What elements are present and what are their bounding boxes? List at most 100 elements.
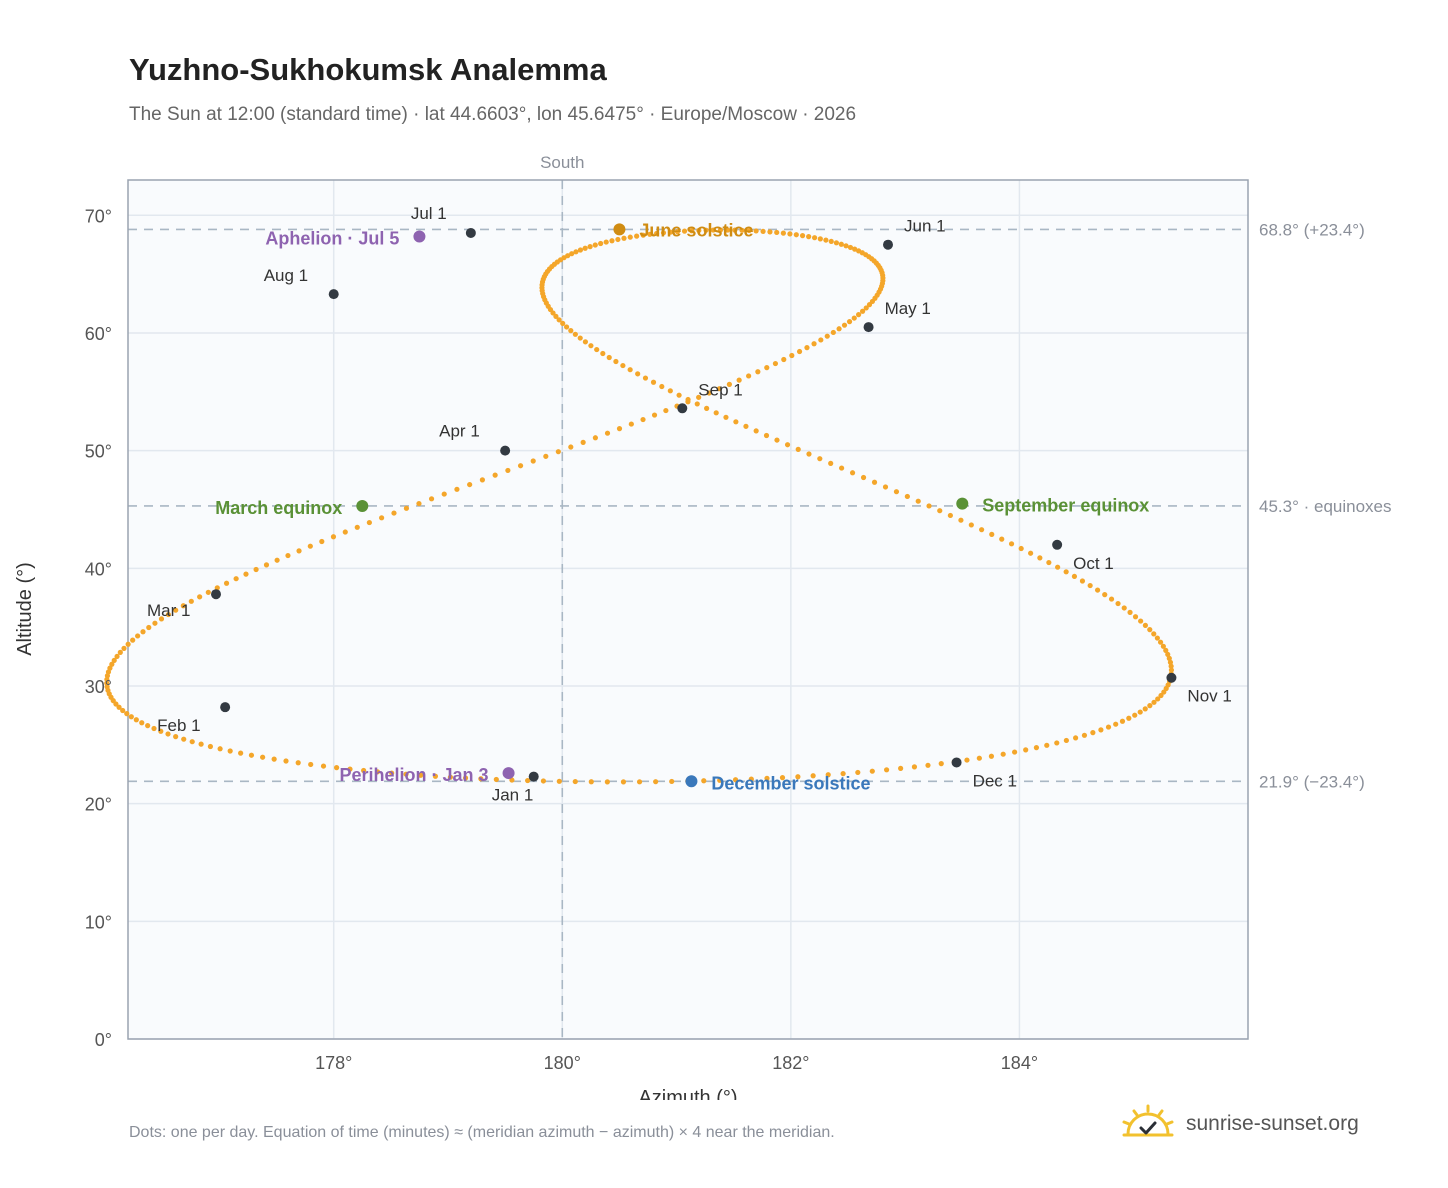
day-dot	[151, 725, 157, 732]
day-dot	[1028, 550, 1034, 556]
day-dot	[732, 777, 739, 783]
y-tick-label: 10°	[85, 912, 112, 932]
day-dot	[130, 637, 136, 643]
day-dot	[701, 778, 707, 784]
day-dot	[582, 339, 589, 345]
day-dot	[825, 772, 831, 778]
day-dot	[739, 227, 745, 233]
day-dot	[592, 242, 598, 248]
day-dot	[681, 228, 688, 234]
day-dot	[1102, 592, 1108, 598]
day-dot	[347, 766, 353, 772]
day-dot	[764, 775, 770, 781]
day-dot	[787, 231, 793, 237]
day-dot	[1132, 712, 1138, 718]
day-dot	[600, 350, 606, 357]
event-marker-label: March equinox	[215, 498, 342, 518]
day-dot	[810, 773, 816, 779]
day-dot	[866, 302, 873, 308]
day-dot	[653, 779, 659, 785]
day-dot	[121, 645, 127, 651]
day-dot	[133, 717, 139, 723]
day-dot	[467, 481, 473, 488]
day-dot	[774, 229, 780, 236]
day-dot	[592, 435, 598, 441]
day-dot	[158, 616, 165, 622]
y-tick-label: 30°	[85, 677, 112, 697]
day-dot	[1063, 737, 1069, 744]
day-dot	[703, 227, 709, 233]
day-dot	[556, 317, 562, 323]
day-dot	[1012, 749, 1018, 755]
day-dot	[555, 449, 561, 455]
day-dot	[152, 620, 158, 626]
day-dot	[767, 229, 773, 235]
day-dot	[285, 552, 291, 559]
x-axis-ticks: 178° 180° 182° 184°	[315, 1053, 1038, 1073]
brand-text: sunrise-sunset.org	[1186, 1112, 1359, 1135]
day-dot	[733, 419, 739, 425]
month-markers: Jan 1 Feb 1 Mar 1 Apr 1 May 1 Jun 1 Jul 1 Aug 1…	[147, 204, 1232, 805]
day-dot	[746, 373, 752, 379]
day-dot	[1158, 692, 1164, 699]
day-dot	[613, 358, 619, 365]
day-dot	[615, 236, 621, 243]
day-dot	[391, 510, 397, 516]
day-dot	[696, 227, 702, 234]
month-marker-dot	[528, 771, 539, 782]
day-dot	[1018, 545, 1024, 552]
day-dot	[271, 756, 277, 762]
day-dot	[428, 496, 435, 502]
day-dot	[989, 531, 995, 537]
day-dot	[568, 328, 574, 334]
day-dot	[964, 757, 970, 763]
day-dot	[214, 585, 220, 591]
day-dot	[565, 253, 571, 259]
day-dot	[295, 760, 301, 766]
day-dot	[660, 230, 667, 236]
day-dot	[663, 407, 669, 414]
day-dot	[556, 778, 562, 784]
day-dot	[1108, 596, 1115, 602]
day-dot	[915, 498, 921, 504]
day-dot	[779, 775, 786, 781]
day-dot	[979, 527, 985, 533]
month-marker-label: Jul 1	[411, 204, 447, 223]
grid-lines	[128, 180, 1248, 1040]
day-dot	[1044, 742, 1050, 748]
day-dot	[308, 761, 314, 768]
day-dot	[1155, 696, 1161, 702]
day-dot	[847, 244, 854, 251]
analemma-chart: 68.8° (+23.4°) 45.3° · equinoxes 21.9° (−2…	[14, 153, 1392, 1100]
day-dot	[640, 232, 646, 238]
day-dot	[1115, 600, 1121, 607]
day-dot	[925, 762, 931, 768]
day-dot	[1098, 727, 1104, 733]
brand[interactable]: sunrise-sunset.org	[1120, 1102, 1359, 1146]
day-dot	[676, 392, 682, 398]
day-dot	[117, 649, 123, 655]
day-dot	[650, 379, 657, 385]
day-dot	[1168, 667, 1175, 673]
day-dot	[577, 247, 584, 253]
day-dot	[145, 723, 151, 729]
day-dot	[616, 426, 623, 432]
day-dot	[640, 416, 646, 423]
day-dot	[573, 249, 579, 255]
day-dot	[198, 741, 204, 747]
month-marker-label: Mar 1	[147, 601, 190, 620]
event-marker-dot	[413, 230, 426, 243]
day-dot	[710, 227, 716, 233]
day-dot	[274, 557, 280, 563]
day-dot	[1126, 715, 1132, 721]
day-dot	[988, 753, 995, 759]
day-dot	[620, 779, 627, 785]
day-dot	[947, 512, 953, 519]
month-marker-label: Sep 1	[698, 380, 742, 399]
x-tick-label: 180°	[544, 1053, 581, 1073]
month-marker-label: Dec 1	[973, 771, 1017, 790]
month-marker-dot	[328, 289, 339, 300]
day-dot	[627, 367, 633, 373]
day-dot	[125, 641, 131, 647]
day-dot	[651, 412, 658, 418]
